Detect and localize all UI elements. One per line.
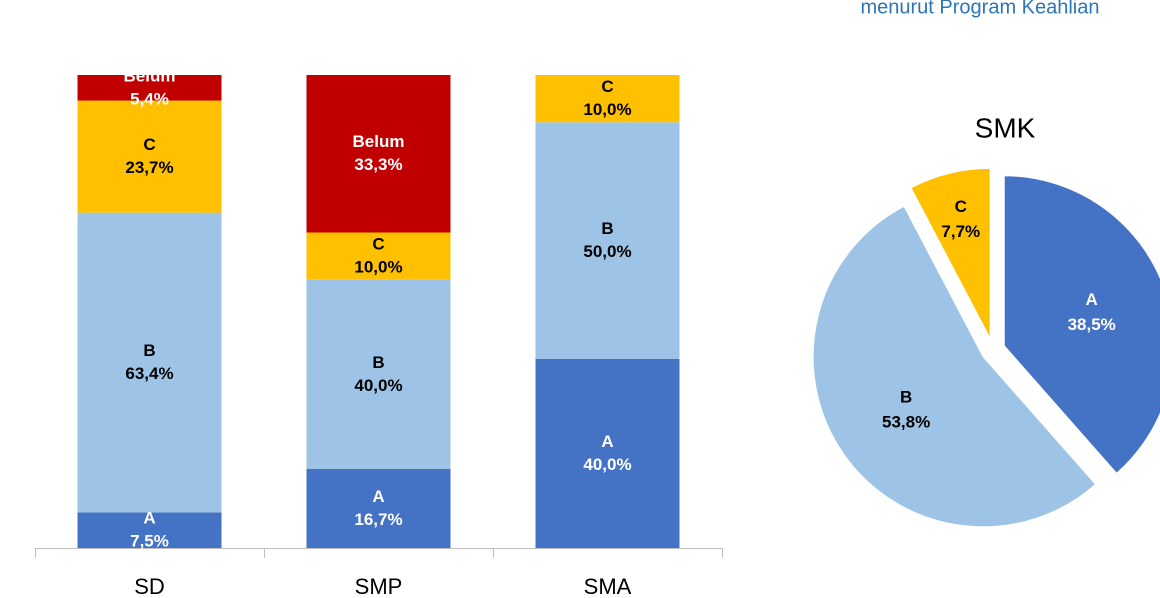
bar-segment xyxy=(306,279,451,470)
segment-name: A xyxy=(601,432,613,451)
segment-name: Belum xyxy=(353,132,405,151)
data-label: 40,0% xyxy=(354,376,402,395)
data-label: 10,0% xyxy=(583,100,631,119)
segment-name: B xyxy=(372,353,384,372)
bar-segment xyxy=(306,469,451,548)
data-label: 53,8% xyxy=(882,412,930,431)
data-label: 7,5% xyxy=(130,532,169,551)
x-tick-label: SD xyxy=(134,574,165,598)
slice-name: A xyxy=(1086,290,1098,309)
data-label: 50,0% xyxy=(583,242,631,261)
slice-name: B xyxy=(900,387,912,406)
segment-name: A xyxy=(143,509,155,528)
data-label: 40,0% xyxy=(583,455,631,474)
data-label: 10,0% xyxy=(354,258,402,277)
x-tick-label: SMA xyxy=(584,574,632,598)
page-title: menurut Program Keahlian xyxy=(860,0,1099,18)
segment-name: Belum xyxy=(124,66,176,85)
bar-segment xyxy=(77,512,222,548)
data-label: 23,7% xyxy=(125,158,173,177)
pie-slice xyxy=(812,205,1097,528)
slice-name: C xyxy=(955,197,967,216)
data-label: 38,5% xyxy=(1068,315,1116,334)
bar-segment xyxy=(306,232,451,280)
segment-name: C xyxy=(143,135,155,154)
bar-segment xyxy=(535,122,680,359)
bar-segment xyxy=(77,100,222,213)
bar-segment xyxy=(77,212,222,513)
segment-name: C xyxy=(601,77,613,96)
data-label: 5,4% xyxy=(130,89,169,108)
bar-segment xyxy=(77,75,222,101)
data-label: 63,4% xyxy=(125,364,173,383)
bar-segment xyxy=(306,75,451,233)
segment-name: B xyxy=(601,219,613,238)
segment-name: B xyxy=(143,341,155,360)
data-label: 7,7% xyxy=(941,222,980,241)
x-tick-label: SMP xyxy=(355,574,403,598)
bar-segment xyxy=(535,358,680,548)
segment-name: C xyxy=(372,235,384,254)
data-label: 16,7% xyxy=(354,510,402,529)
pie-title: SMK xyxy=(975,112,1036,143)
x-axis xyxy=(35,548,723,558)
segment-name: A xyxy=(372,487,384,506)
data-label: 33,3% xyxy=(354,155,402,174)
pie-slice xyxy=(1003,175,1160,474)
pie-slice xyxy=(910,167,991,339)
bar-segment xyxy=(535,75,680,123)
